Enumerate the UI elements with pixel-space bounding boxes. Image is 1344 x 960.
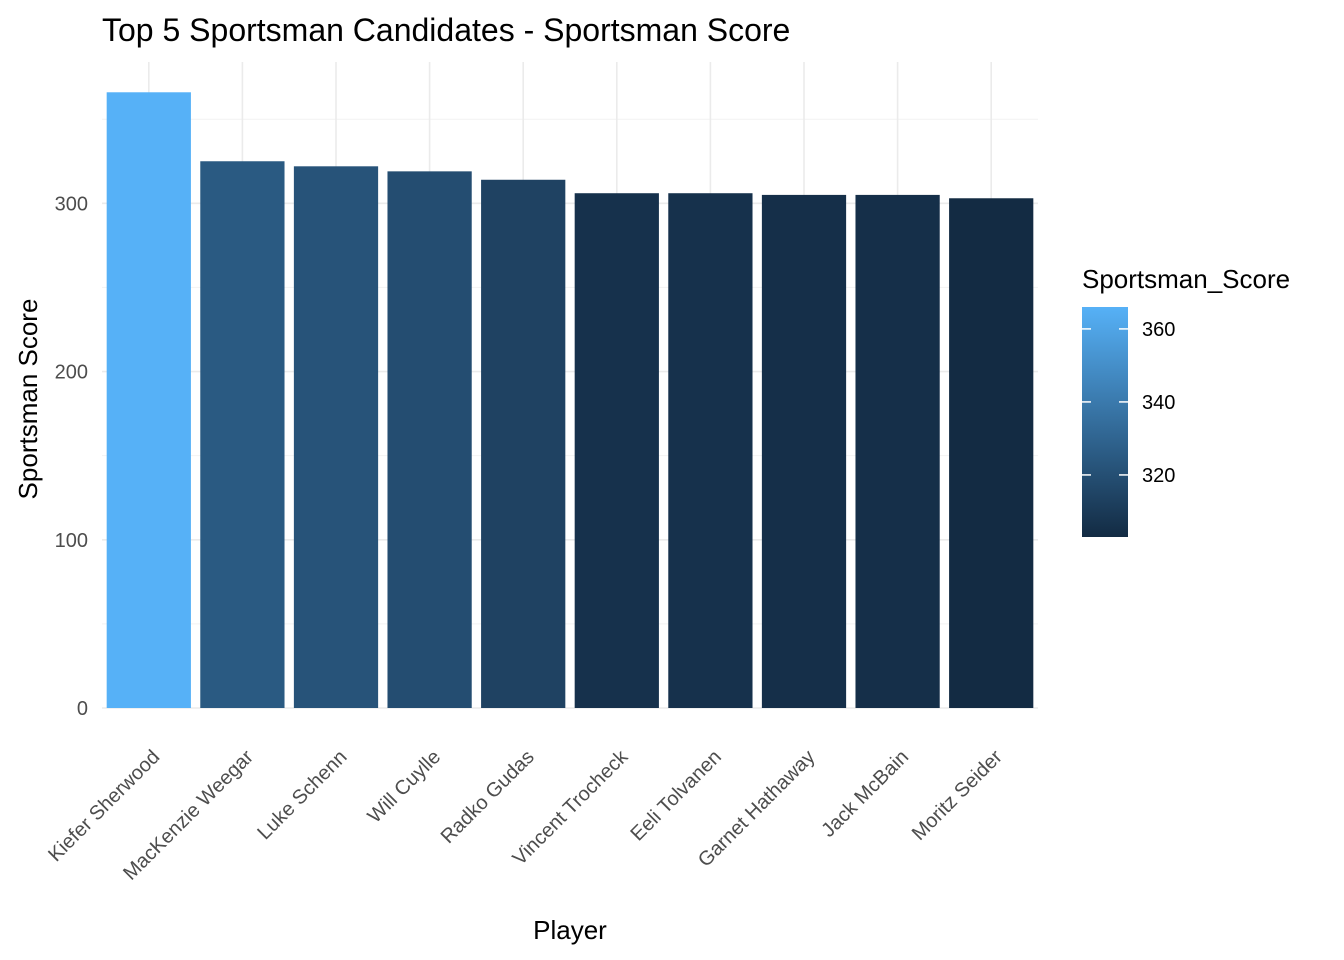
x-tick-label: Radko Gudas [437, 746, 539, 848]
bar [949, 198, 1034, 708]
x-tick-label: Eeli Tolvanen [627, 746, 726, 845]
y-tick-label: 0 [77, 698, 88, 720]
bar [293, 166, 379, 709]
y-axis-title: Sportsman Score [13, 299, 43, 500]
chart-title: Top 5 Sportsman Candidates - Sportsman S… [102, 12, 790, 48]
bar [481, 179, 566, 708]
bar [387, 171, 472, 709]
bar [761, 194, 847, 708]
x-axis-title: Player [533, 915, 607, 945]
y-tick-label: 200 [55, 362, 88, 384]
y-tick-label: 300 [55, 193, 88, 215]
y-tick-label: 100 [55, 530, 88, 552]
x-tick-label: Moritz Seider [908, 746, 1007, 845]
bar [574, 193, 659, 708]
x-tick-label: Jack McBain [817, 746, 913, 842]
legend: Sportsman_Score 320 340 360 [1082, 264, 1290, 537]
bar [200, 161, 285, 709]
x-tick-label: Luke Schenn [253, 746, 351, 844]
x-tick-label: Will Cuylle [364, 746, 446, 828]
legend-tick-label: 360 [1142, 319, 1175, 341]
legend-tick-label: 320 [1142, 465, 1175, 487]
legend-title: Sportsman_Score [1082, 264, 1290, 294]
legend-ticks: 320 340 360 [1082, 319, 1175, 487]
bar [855, 194, 940, 708]
y-axis-ticks: 0 100 200 300 [55, 193, 88, 720]
bar [106, 92, 191, 708]
bar [668, 193, 753, 708]
bars [106, 92, 1034, 709]
legend-tick-label: 340 [1142, 392, 1175, 414]
legend-colorbar [1082, 307, 1128, 537]
